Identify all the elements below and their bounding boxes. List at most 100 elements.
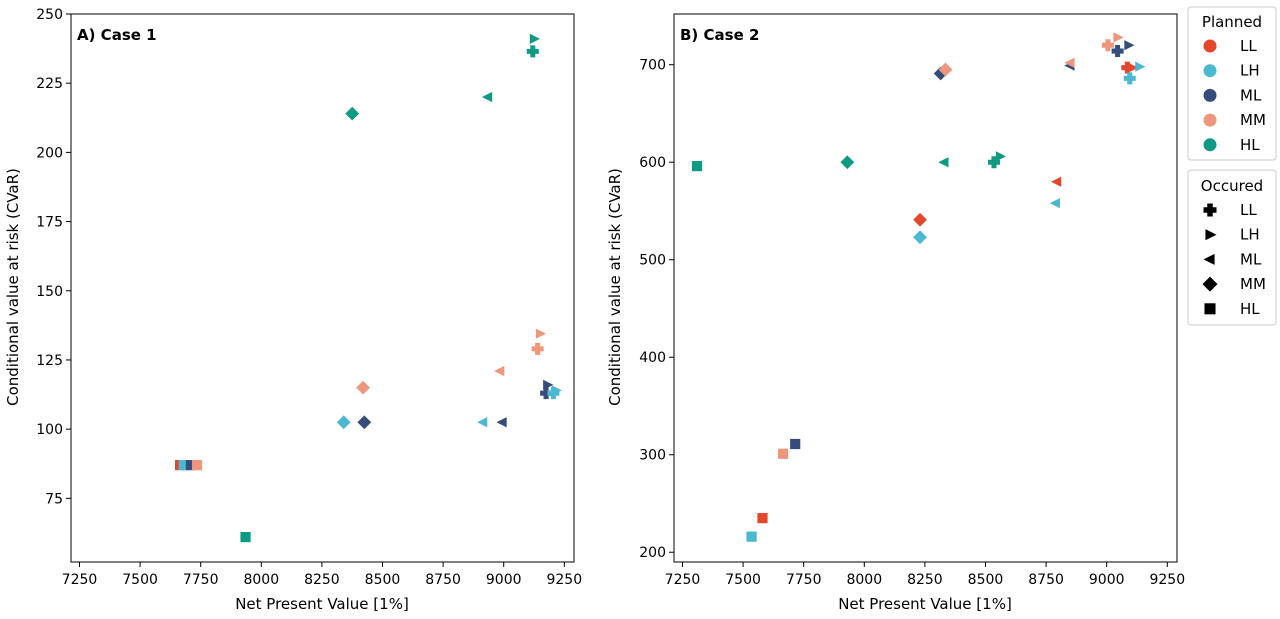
legend-occured-label-mm: MM [1240,275,1266,293]
panel-b-x-tick-label: 7250 [665,572,701,588]
point-planned-lh-occurred-hl [746,531,757,542]
point-planned-mm-occurred-lh [1113,32,1124,43]
panel-b-plot: 7250 7500 7750 8000 8250 8500 8750 9000 9250 200 3… [639,13,1185,588]
panel-a-x-axis-label: Net Present Value [1%] [235,595,409,613]
point-planned-lh-occurred-ml [477,417,488,428]
panel-a-y-tick-label: 200 [36,145,63,161]
panel-a-x-tick-label: 8750 [425,572,461,588]
point-planned-mm-occurred-hl [777,448,789,459]
panel-case-1: A) Case 1 7250 7500 7750 8000 8250 8500 8750 90… [4,7,582,613]
point-planned-ll-occurred-ll [1121,61,1134,74]
panel-b-y-axis-label: Conditional value at risk (CVaR) [606,168,624,406]
point-planned-lh-occurred-ll [547,387,560,400]
legend-occured-label-ml: ML [1240,250,1262,268]
point-planned-ll-occurred-ml [1051,176,1062,187]
legend-planned-swatch-lh [1203,64,1217,78]
point-planned-ml-occurred-hl [185,460,197,471]
legend-planned-swatch-ml [1203,88,1217,102]
legend-planned-label-ml: ML [1240,86,1262,104]
legend-occured-label-ll: LL [1240,201,1257,219]
panel-b-axes-frame [673,13,1178,563]
point-planned-lh-occurred-mm [913,230,927,245]
panel-b-y-tick-label: 500 [639,253,666,269]
panel-a-y-tick-label: 175 [36,215,63,231]
point-planned-hl-occurred-hl [240,531,251,543]
panel-b-y-tick-label: 400 [639,350,666,366]
point-planned-mm-occurred-hl [191,460,203,471]
panel-a-x-tick-label: 7500 [122,572,158,588]
point-planned-hl-occurred-mm [345,106,360,121]
point-planned-ll-occurred-mm [913,212,927,227]
point-planned-mm-occurred-ll [1101,39,1114,52]
point-planned-mm-occurred-mm [938,62,953,77]
panel-a-y-tick-label: 225 [36,76,63,92]
panel-b-x-axis-label: Net Present Value [1%] [838,595,1012,613]
point-planned-hl-occurred-hl [691,161,703,172]
legend-occured-marker-ll [1203,203,1217,217]
point-planned-ml-occurred-ll [540,387,553,400]
panel-a-plot: 7250 7500 7750 8000 8250 8500 8750 9000 9250 75 10… [36,7,582,588]
legend-planned-label-hl: HL [1240,136,1260,154]
legend-planned-swatch-hl [1203,138,1217,152]
point-planned-hl-occurred-ml [938,157,949,168]
legend-occured: Occured LL LH ML MM HL [1187,169,1277,326]
legend-planned-label-lh: LH [1240,62,1260,80]
panel-a-y-axis-label: Conditional value at risk (CVaR) [4,168,22,406]
panel-b-y-tick-label: 200 [639,545,666,561]
legend-occured-marker-ml [1203,253,1215,265]
panel-a-y-tick-label: 250 [36,7,63,23]
panel-b-y-tick-label: 700 [639,58,666,74]
panel-a-axes-frame [70,13,575,563]
point-planned-lh-occurred-ml [1049,198,1060,209]
point-planned-ml-occurred-mm [357,415,372,430]
point-planned-ml-occurred-ll [1111,45,1124,58]
point-planned-hl-occurred-ll [526,45,539,58]
legend-planned-label-mm: MM [1240,111,1266,129]
point-planned-mm-occurred-lh [535,328,547,339]
point-planned-ll-occurred-hl [757,513,768,524]
legend-occured-marker-hl [1204,303,1216,315]
legend-planned-items: LL LH ML MM HL [1203,37,1266,154]
legend-planned-swatch-mm [1203,113,1217,127]
panel-a-x-tick-label: 9000 [486,572,522,588]
point-planned-hl-occurred-mm [840,155,855,170]
panel-a-y-tick-label: 125 [36,353,63,369]
panel-a-y-tick-label: 100 [36,422,63,438]
legend-occured-label-lh: LH [1240,226,1260,244]
legend-planned-title: Planned [1202,13,1262,31]
legend-occured-label-hl: HL [1240,300,1260,318]
panel-a-x-tick-label: 7250 [62,572,98,588]
point-planned-lh-occurred-hl [178,460,189,471]
panel-b-x-tick-label: 8250 [907,572,943,588]
point-planned-hl-occurred-lh [529,33,541,45]
point-planned-hl-occurred-ml [481,91,493,103]
panel-b-x-tick-label: 8500 [968,572,1004,588]
legend-occured-marker-mm [1202,276,1218,292]
point-planned-ml-occurred-ml [496,417,507,428]
point-planned-hl-occurred-ll [987,156,1000,169]
point-planned-lh-occurred-ll [1123,72,1136,85]
point-planned-mm-occurred-ml [1064,57,1075,68]
point-planned-lh-occurred-lh [1135,61,1146,72]
panel-b-y-tick-label: 600 [639,155,666,171]
panel-b-x-tick-label: 8750 [1028,572,1064,588]
panel-b-title: B) Case 2 [680,26,759,44]
panel-case-2: B) Case 2 7250 7500 7750 8000 8250 8500 8750 90… [606,13,1185,613]
panel-b-x-tick-label: 7750 [786,572,822,588]
panel-b-x-tick-label: 7500 [725,572,761,588]
point-planned-ml-occurred-lh [1124,40,1135,51]
panel-b-y-tick-label: 300 [639,448,666,464]
panel-a-title: A) Case 1 [77,26,157,44]
point-planned-mm-occurred-ll [531,342,544,355]
point-planned-ll-occurred-lh [1127,62,1139,73]
panel-b-x-tick-label: 8000 [846,572,882,588]
legend-planned-swatch-ll [1203,39,1217,53]
panel-a-x-tick-label: 9250 [546,572,582,588]
legend-occured-marker-lh [1205,229,1217,241]
point-planned-ml-occurred-mm [933,66,948,81]
panel-b-x-tick-label: 9250 [1149,572,1185,588]
panel-a-x-tick-label: 8000 [243,572,279,588]
point-planned-ml-occurred-hl [790,438,801,450]
point-planned-mm-occurred-ml [494,365,505,377]
